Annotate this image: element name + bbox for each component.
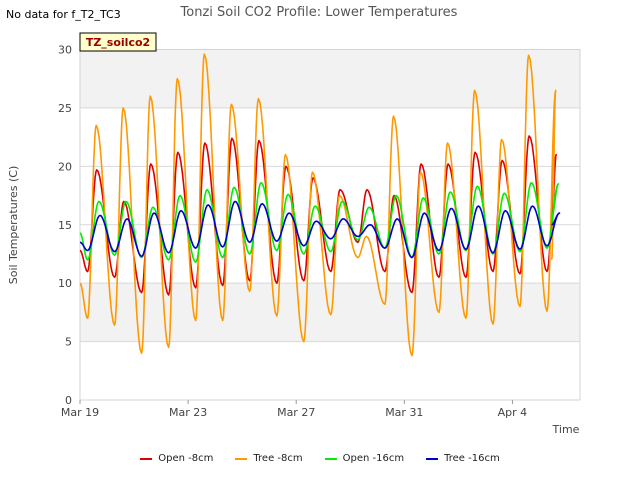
y-axis: 0 5 10 15 20 25 30 [58,44,72,408]
legend-label: Tree -8cm [253,453,303,464]
legend: Open -8cm Tree -8cm Open -16cm Tree -16c… [0,453,640,464]
legend-swatch [324,457,337,460]
y-tick-label: 0 [65,394,72,407]
legend-label: Tree -16cm [444,453,500,464]
svg-text:TZ_soilco2: TZ_soilco2 [86,36,150,49]
y-tick-label: 30 [58,44,72,57]
x-tick-label: Mar 27 [277,406,315,419]
legend-item-tree-8cm: Tree -8cm [235,453,303,464]
legend-label: Open -8cm [158,453,214,464]
y-tick-label: 20 [58,160,72,173]
x-tick-label: Mar 19 [61,406,99,419]
y-axis-label: Soil Temperatures (C) [7,166,20,285]
legend-item-open-8cm: Open -8cm [140,453,213,464]
plot-band-upper [80,49,580,108]
series-layer [79,53,561,357]
x-axis: Mar 19 Mar 23 Mar 27 Mar 31 Apr 4 [61,400,527,419]
y-tick-label: 5 [65,336,72,349]
site-badge: TZ_soilco2 [79,32,157,52]
x-tick-label: Apr 4 [498,406,528,419]
no-data-note: No data for f_T2_TC3 [6,8,121,21]
x-tick-label: Mar 31 [385,406,423,419]
y-tick-label: 25 [58,102,72,115]
plot-frame [79,49,581,401]
legend-swatch [235,457,248,460]
x-tick-label: Mar 23 [169,406,207,419]
series-line-tree-8cm [79,53,557,357]
legend-label: Open -16cm [342,453,405,464]
legend-item-open-16cm: Open -16cm [324,453,405,464]
chart-title: Tonzi Soil CO2 Profile: Lower Temperatur… [180,5,458,20]
series-line-tree-16cm [79,200,561,259]
y-tick-label: 10 [58,277,72,290]
x-axis-label: Time [552,423,580,436]
legend-swatch [426,457,439,460]
legend-swatch [140,457,153,460]
legend-item-tree-16cm: Tree -16cm [426,453,500,464]
y-tick-label: 15 [58,219,72,232]
